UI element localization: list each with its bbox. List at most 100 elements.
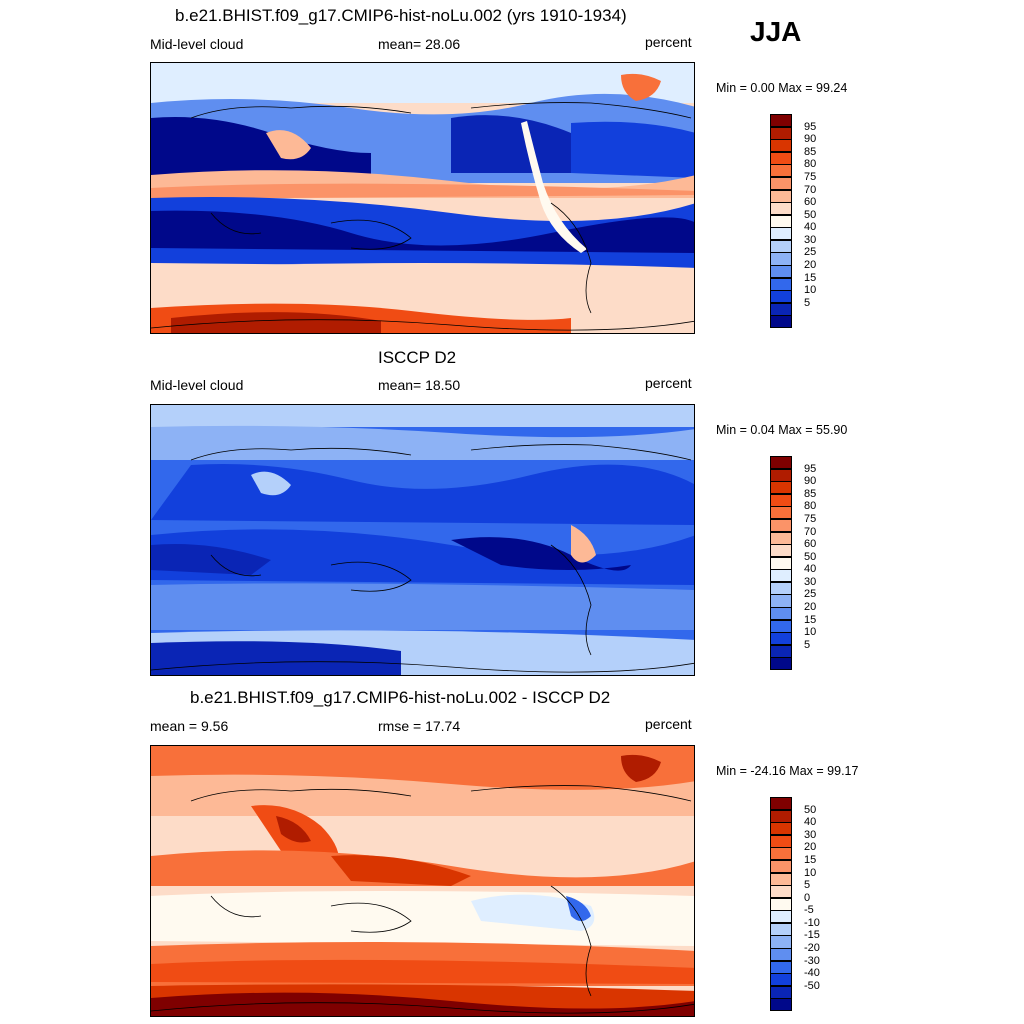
panel3-minmax: Min = -24.16 Max = 99.17 xyxy=(716,764,859,778)
colorbar-segment xyxy=(770,872,792,886)
colorbar-segment xyxy=(770,506,792,520)
colorbar-tick-label: 20 xyxy=(804,841,817,854)
colorbar-tick-label: -20 xyxy=(804,942,820,955)
colorbar-segment xyxy=(770,239,792,253)
colorbar-tick-label: 50 xyxy=(804,803,817,816)
colorbar-tick-label: 30 xyxy=(804,828,817,841)
colorbar-segment xyxy=(770,214,792,228)
colorbar-tick-label: 95 xyxy=(804,120,817,133)
panel1-map-field xyxy=(151,63,694,333)
colorbar-segment xyxy=(770,252,792,266)
colorbar-segment xyxy=(770,139,792,153)
colorbar-tick-label: 60 xyxy=(804,538,817,551)
colorbar-tick-label: -50 xyxy=(804,979,820,992)
colorbar-tick-label: 60 xyxy=(804,196,817,209)
colorbar-segment xyxy=(770,847,792,861)
colorbar-segment xyxy=(770,544,792,558)
colorbar-tick-label: 15 xyxy=(804,271,817,284)
colorbar-tick-label: 15 xyxy=(804,613,817,626)
panel1-minmax: Min = 0.00 Max = 99.24 xyxy=(716,81,848,95)
colorbar-tick-label: 70 xyxy=(804,525,817,538)
colorbar-tick-label: 80 xyxy=(804,158,817,171)
colorbar-tick-label: 40 xyxy=(804,221,817,234)
colorbar-tick-label: 0 xyxy=(804,891,811,904)
colorbar-segment xyxy=(770,948,792,962)
colorbar-segment xyxy=(770,822,792,836)
colorbar-segment xyxy=(770,960,792,974)
colorbar-tick-label: 95 xyxy=(804,462,817,475)
colorbar-segment xyxy=(770,290,792,304)
colorbar-segment xyxy=(770,126,792,140)
colorbar-tick-label: 80 xyxy=(804,500,817,513)
colorbar-tick-label: -10 xyxy=(804,916,820,929)
panel3-map-field xyxy=(151,746,694,1016)
colorbar-tick-label: 50 xyxy=(804,550,817,563)
colorbar-segment xyxy=(770,302,792,316)
colorbar-segment xyxy=(770,189,792,203)
colorbar-tick-label: 85 xyxy=(804,487,817,500)
panel1-variable-label: Mid-level cloud xyxy=(150,36,244,52)
colorbar-tick-label: 30 xyxy=(804,575,817,588)
panel1-colorbar: 95 90 85 80 75 70 60 50 40 30 25 20 15 10 5 xyxy=(770,114,816,329)
colorbar-tick-label: 20 xyxy=(804,601,817,614)
colorbar-segment xyxy=(770,632,792,646)
colorbar-segment xyxy=(770,657,792,671)
colorbar-segment xyxy=(770,176,792,191)
colorbar-segment xyxy=(770,569,792,583)
colorbar-tick-label: 90 xyxy=(804,475,817,488)
colorbar-segment xyxy=(770,859,792,874)
colorbar-tick-label: 5 xyxy=(804,296,811,309)
colorbar-tick-label: -15 xyxy=(804,929,820,942)
panel3-colorbar: 50 40 30 20 15 10 5 0 -5 -10 -15 -20 -30 -40 -50 xyxy=(770,797,820,1012)
colorbar-segment xyxy=(770,277,792,291)
panel1-map xyxy=(150,62,695,334)
panel2-variable-label: Mid-level cloud xyxy=(150,377,244,393)
colorbar-tick-label: 25 xyxy=(804,246,817,259)
colorbar-segment xyxy=(770,935,792,949)
colorbar-tick-label: 75 xyxy=(804,512,817,525)
colorbar-segment xyxy=(770,885,792,899)
colorbar-segment xyxy=(770,619,792,633)
colorbar-tick-label: 75 xyxy=(804,170,817,183)
colorbar-tick-label: 20 xyxy=(804,259,817,272)
colorbar-tick-label: 85 xyxy=(804,145,817,158)
season-label: JJA xyxy=(750,16,802,47)
colorbar-segment xyxy=(770,607,792,621)
panel3-map xyxy=(150,745,695,1017)
panel1-units-label: percent xyxy=(645,34,692,50)
colorbar-segment xyxy=(770,265,792,279)
colorbar-tick-label: 10 xyxy=(804,284,817,297)
colorbar-tick-label: 5 xyxy=(804,638,811,651)
panel1-mean-label: mean= 28.06 xyxy=(378,36,461,52)
panel1-title: b.e21.BHIST.f09_g17.CMIP6-hist-noLu.002 … xyxy=(175,6,627,25)
panel3-title: b.e21.BHIST.f09_g17.CMIP6-hist-noLu.002 … xyxy=(190,688,611,707)
colorbar-tick-label: -5 xyxy=(804,904,814,917)
colorbar-segment xyxy=(770,581,792,595)
colorbar-segment xyxy=(770,985,792,999)
colorbar-tick-label: 40 xyxy=(804,563,817,576)
colorbar-tick-label: 30 xyxy=(804,233,817,246)
colorbar-segment xyxy=(770,456,792,470)
colorbar-segment xyxy=(770,151,792,165)
colorbar-tick-label: -40 xyxy=(804,967,820,980)
colorbar-segment xyxy=(770,809,792,823)
colorbar-segment xyxy=(770,481,792,495)
colorbar-segment xyxy=(770,493,792,507)
colorbar-tick-label: 40 xyxy=(804,816,817,829)
panel3-mean-label: mean = 9.56 xyxy=(150,718,229,734)
panel2-units-label: percent xyxy=(645,375,692,391)
colorbar-tick-label: 90 xyxy=(804,133,817,146)
panel3-rmse-label: rmse = 17.74 xyxy=(378,718,461,734)
panel2-colorbar: 95 90 85 80 75 70 60 50 40 30 25 20 15 10 5 xyxy=(770,456,816,671)
colorbar-segment xyxy=(770,468,792,482)
colorbar-tick-label: 10 xyxy=(804,866,817,879)
panel2-title: ISCCP D2 xyxy=(378,348,457,367)
colorbar-segment xyxy=(770,797,792,811)
colorbar-tick-label: 70 xyxy=(804,183,817,196)
colorbar-segment xyxy=(770,531,792,545)
colorbar-segment xyxy=(770,644,792,658)
colorbar-tick-label: -30 xyxy=(804,954,820,967)
colorbar-segment xyxy=(770,910,792,924)
colorbar-segment xyxy=(770,556,792,570)
panel2-minmax: Min = 0.04 Max = 55.90 xyxy=(716,423,848,437)
